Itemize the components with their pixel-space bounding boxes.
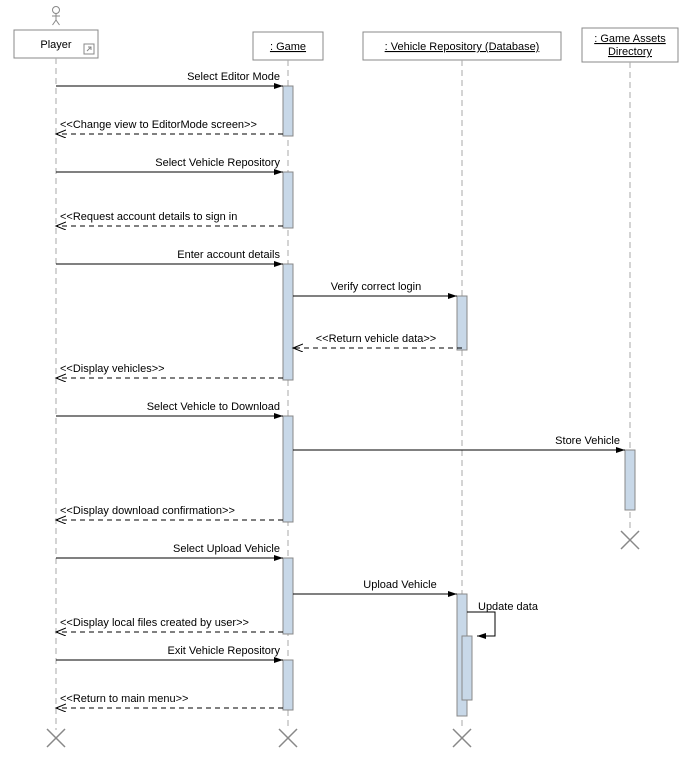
svg-text:Directory: Directory bbox=[608, 46, 653, 58]
activation-assets bbox=[625, 450, 635, 510]
message-label: Exit Vehicle Repository bbox=[168, 645, 281, 657]
svg-text:: Game: : Game bbox=[270, 41, 306, 53]
message-label: Select Vehicle to Download bbox=[147, 401, 280, 413]
activation-game bbox=[283, 264, 293, 380]
svg-text:: Vehicle Repository (Database: : Vehicle Repository (Database) bbox=[385, 41, 540, 53]
message-label: Upload Vehicle bbox=[363, 579, 436, 591]
message-label: Select Editor Mode bbox=[187, 71, 280, 83]
message-label: <<Change view to EditorMode screen>> bbox=[60, 119, 257, 131]
message-label: <<Display local files created by user>> bbox=[60, 617, 249, 629]
message-label: <<Display download confirmation>> bbox=[60, 505, 235, 517]
activation-repo bbox=[457, 296, 467, 350]
message-label: Verify correct login bbox=[331, 281, 421, 293]
message-label: <<Return vehicle data>> bbox=[316, 333, 436, 345]
activation-game bbox=[283, 416, 293, 522]
activation-game bbox=[283, 660, 293, 710]
sequence-diagram: Player : Game : Vehicle Repository (Databa… bbox=[0, 0, 687, 766]
message-label: <<Display vehicles>> bbox=[60, 363, 165, 375]
message-label: <<Request account details to sign in bbox=[60, 211, 237, 223]
activation-game bbox=[283, 86, 293, 136]
svg-text:Player: Player bbox=[40, 39, 72, 51]
message-label: Select Vehicle Repository bbox=[155, 157, 280, 169]
self-message bbox=[467, 612, 495, 636]
message-label: <<Return to main menu>> bbox=[60, 693, 188, 705]
svg-text:: Game Assets: : Game Assets bbox=[594, 33, 666, 45]
activation-game bbox=[283, 558, 293, 634]
message-label: Update data bbox=[478, 601, 539, 613]
message-label: Select Upload Vehicle bbox=[173, 543, 280, 555]
message-label: Store Vehicle bbox=[555, 435, 620, 447]
activation-game bbox=[283, 172, 293, 228]
activation-repo bbox=[462, 636, 472, 700]
message-label: Enter account details bbox=[177, 249, 280, 261]
